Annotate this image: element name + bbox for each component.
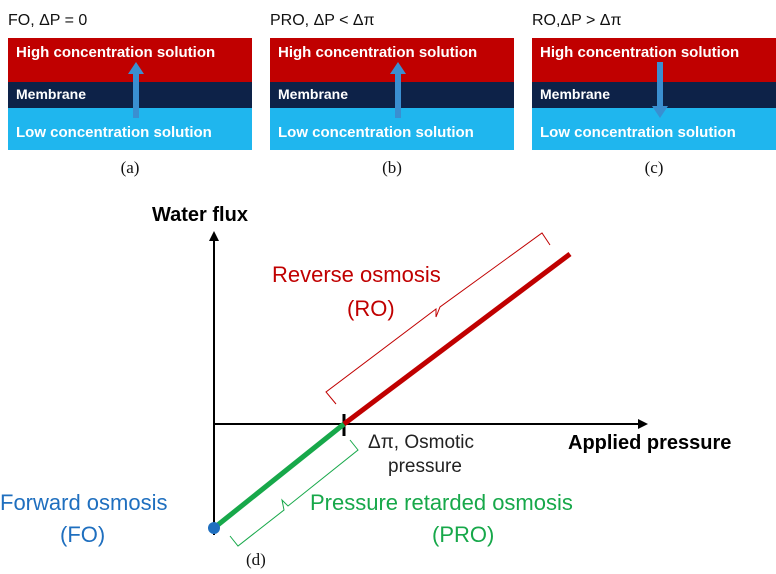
ro-label: Reverse osmosis <box>272 262 441 287</box>
x-axis-label: Applied pressure <box>568 432 732 454</box>
pro-label-line2: (PRO) <box>432 522 495 547</box>
pro-bracket <box>229 439 359 547</box>
high-concentration-label: High concentration solution <box>278 44 478 61</box>
membrane-label: Membrane <box>540 86 611 102</box>
delta-pi-label: Δπ, Osmotic <box>368 432 475 453</box>
panel-title: PRO, ΔP < Δπ <box>270 12 375 29</box>
pro-label: Pressure retarded osmosis <box>310 490 573 515</box>
ro-line <box>342 252 572 426</box>
panel-title: FO, ΔP = 0 <box>8 12 88 29</box>
membrane-label: Membrane <box>16 86 87 102</box>
panel-ro: RO,ΔP > Δπ High concentration solution M… <box>532 0 776 182</box>
membrane-label: Membrane <box>278 86 349 102</box>
high-concentration-band: High concentration solution <box>8 38 252 82</box>
ro-bracket <box>325 232 551 405</box>
water-flow-down-arrow-icon <box>652 62 668 118</box>
fo-label: Forward osmosis <box>0 490 168 515</box>
panel-fo: FO, ΔP = 0 High concentration solution M… <box>8 0 252 182</box>
membrane-band: Membrane <box>270 82 514 108</box>
fo-label-line2: (FO) <box>60 522 106 547</box>
water-flow-up-arrow-icon <box>128 62 144 118</box>
high-concentration-label: High concentration solution <box>16 44 216 61</box>
low-concentration-label: Low concentration solution <box>540 124 736 141</box>
graph-caption: (d) <box>246 550 266 569</box>
panel-caption: (a) <box>120 158 140 177</box>
high-concentration-band: High concentration solution <box>532 38 776 82</box>
membrane-band: Membrane <box>8 82 252 108</box>
y-axis-label: Water flux <box>152 204 248 226</box>
fo-point <box>208 522 220 534</box>
low-concentration-band: Low concentration solution <box>532 108 776 150</box>
ro-label-line2: (RO) <box>347 296 395 321</box>
low-concentration-label: Low concentration solution <box>16 124 212 141</box>
panel-caption: (b) <box>382 158 402 177</box>
pro-line <box>212 422 346 530</box>
water-flow-up-arrow-icon <box>390 62 406 118</box>
low-concentration-band: Low concentration solution <box>270 108 514 150</box>
panel-pro: PRO, ΔP < Δπ High concentration solution… <box>270 0 514 182</box>
delta-pi-label-line2: pressure <box>388 456 462 477</box>
low-concentration-label: Low concentration solution <box>278 124 474 141</box>
panel-title: RO,ΔP > Δπ <box>532 12 622 29</box>
membrane-band: Membrane <box>532 82 776 108</box>
high-concentration-label: High concentration solution <box>540 44 740 61</box>
high-concentration-band: High concentration solution <box>270 38 514 82</box>
panel-caption: (c) <box>644 158 664 177</box>
low-concentration-band: Low concentration solution <box>8 108 252 150</box>
